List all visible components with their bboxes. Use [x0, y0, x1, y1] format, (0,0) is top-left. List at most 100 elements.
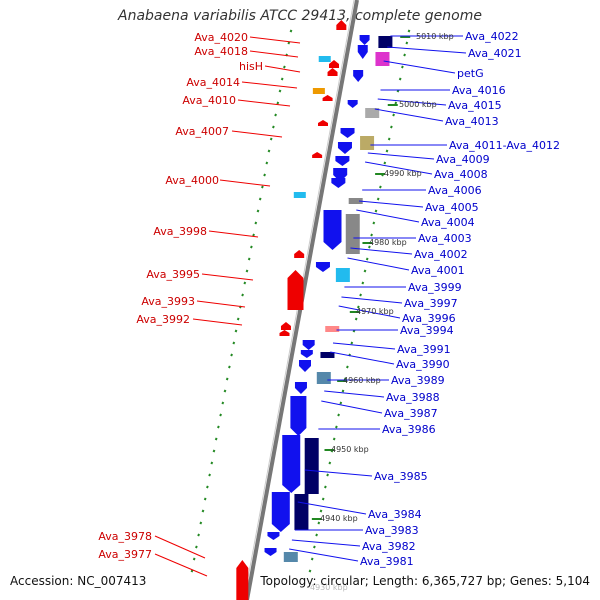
- gene-label[interactable]: Ava_4010: [182, 94, 236, 107]
- right-tick: [403, 53, 406, 57]
- gene-label[interactable]: Ava_3994: [400, 324, 454, 337]
- gene-label[interactable]: Ava_4002: [414, 248, 468, 261]
- leader-line: [192, 318, 243, 326]
- leader-line: [359, 200, 424, 208]
- gene-label[interactable]: Ava_4011-Ava_4012: [449, 139, 560, 152]
- right-tick: [379, 185, 382, 189]
- forward-gene: [290, 396, 307, 436]
- forward-gene: [267, 532, 280, 540]
- gene-label[interactable]: Ava_3989: [391, 374, 445, 387]
- reverse-gene: [279, 330, 290, 336]
- gene-label[interactable]: Ava_4003: [418, 232, 472, 245]
- left-tick: [223, 389, 227, 393]
- leader-line: [208, 230, 259, 238]
- kbp-marker: 4950 kbp: [331, 445, 369, 454]
- right-tick: [335, 425, 338, 429]
- forward-gene: [340, 128, 355, 138]
- gene-label[interactable]: Ava_3995: [146, 268, 200, 281]
- kbp-marker: 4990 kbp: [384, 169, 422, 178]
- kbp-marker: 5010 kbp: [416, 32, 454, 41]
- kbp-marker: 4980 kbp: [369, 238, 407, 247]
- gene-label[interactable]: hisH: [238, 60, 263, 73]
- gene-label[interactable]: Ava_3977: [98, 548, 152, 561]
- gene-label[interactable]: Ava_3987: [384, 407, 438, 420]
- gene-label[interactable]: Ava_4009: [436, 153, 490, 166]
- gene-label[interactable]: Ava_3993: [141, 295, 195, 308]
- right-tick: [350, 341, 354, 345]
- leader-line: [241, 81, 298, 89]
- reverse-gene: [329, 60, 339, 68]
- gene-label[interactable]: Ava_4005: [425, 201, 479, 214]
- left-tick: [206, 485, 209, 489]
- gene-label[interactable]: Ava_4000: [165, 174, 219, 187]
- gene-label[interactable]: petG: [457, 67, 484, 80]
- gene-label[interactable]: Ava_3985: [374, 470, 428, 483]
- gene-label[interactable]: Ava_3991: [397, 343, 451, 356]
- left-tick: [228, 365, 231, 369]
- gene-label[interactable]: Ava_4015: [448, 99, 502, 112]
- left-tick: [258, 197, 262, 201]
- gene-label[interactable]: Ava_4001: [411, 264, 465, 277]
- left-tick: [263, 173, 266, 177]
- leader-line: [291, 539, 361, 547]
- gene-label[interactable]: Ava_4004: [421, 216, 475, 229]
- left-tick: [236, 317, 240, 321]
- gene-label[interactable]: Ava_4020: [194, 31, 248, 44]
- left-tick: [210, 461, 214, 465]
- forward-gene: [357, 45, 368, 59]
- gene-label[interactable]: Ava_4018: [194, 45, 248, 58]
- right-tick: [328, 461, 332, 465]
- left-tick: [245, 269, 249, 273]
- forward-gene: [264, 548, 277, 556]
- left-tick: [241, 293, 244, 297]
- gene-box: [318, 56, 331, 62]
- left-tick: [199, 521, 203, 525]
- left-tick: [192, 557, 196, 561]
- gene-label[interactable]: Ava_4013: [445, 115, 499, 128]
- gene-label[interactable]: Ava_3992: [136, 313, 190, 326]
- leader-line: [387, 46, 467, 54]
- left-tick: [217, 425, 220, 429]
- gene-label[interactable]: Ava_3983: [365, 524, 419, 537]
- gene-label[interactable]: Ava_3984: [368, 508, 422, 521]
- gene-label[interactable]: Ava_3998: [153, 225, 207, 238]
- gene-label[interactable]: Ava_3999: [408, 281, 462, 294]
- gene-label[interactable]: Ava_4016: [452, 84, 506, 97]
- kbp-marker: 4960 kbp: [343, 376, 381, 385]
- gene-label[interactable]: Ava_3990: [396, 358, 450, 371]
- right-tick: [308, 569, 312, 573]
- gene-label[interactable]: Ava_3996: [402, 312, 456, 325]
- gene-label[interactable]: Ava_4006: [428, 184, 482, 197]
- gene-label[interactable]: Ava_4008: [434, 168, 488, 181]
- gene-label[interactable]: Ava_3978: [98, 530, 152, 543]
- left-tick: [234, 329, 238, 333]
- forward-gene: [299, 360, 311, 372]
- leader-line: [374, 108, 444, 122]
- gene-label[interactable]: Ava_3986: [382, 423, 436, 436]
- topology-text: Topology: circular; Length: 6,365,727 bp…: [260, 574, 590, 588]
- right-tick: [319, 509, 323, 513]
- gene-label[interactable]: Ava_3982: [362, 540, 416, 553]
- left-tick: [197, 533, 200, 537]
- leader-line: [154, 553, 208, 577]
- gene-label[interactable]: Ava_3988: [386, 391, 440, 404]
- gene-box: [294, 494, 309, 530]
- reverse-gene: [336, 20, 347, 30]
- gene-label[interactable]: Ava_4014: [186, 76, 240, 89]
- gene-label[interactable]: Ava_3997: [404, 297, 458, 310]
- leader-line: [264, 65, 301, 73]
- left-tick: [208, 473, 211, 477]
- gene-label[interactable]: Ava_4021: [468, 47, 522, 60]
- right-tick: [405, 41, 409, 45]
- gene-label[interactable]: Ava_4007: [175, 125, 229, 138]
- leader-line: [154, 535, 206, 559]
- right-tick: [321, 497, 325, 501]
- right-tick: [385, 149, 389, 153]
- leader-line: [341, 296, 403, 304]
- gene-box: [293, 192, 306, 198]
- reverse-gene: [294, 250, 305, 258]
- leader-line: [219, 179, 271, 187]
- gene-label[interactable]: Ava_4022: [465, 30, 519, 43]
- left-tick: [201, 509, 205, 513]
- gene-label[interactable]: Ava_3981: [360, 555, 414, 568]
